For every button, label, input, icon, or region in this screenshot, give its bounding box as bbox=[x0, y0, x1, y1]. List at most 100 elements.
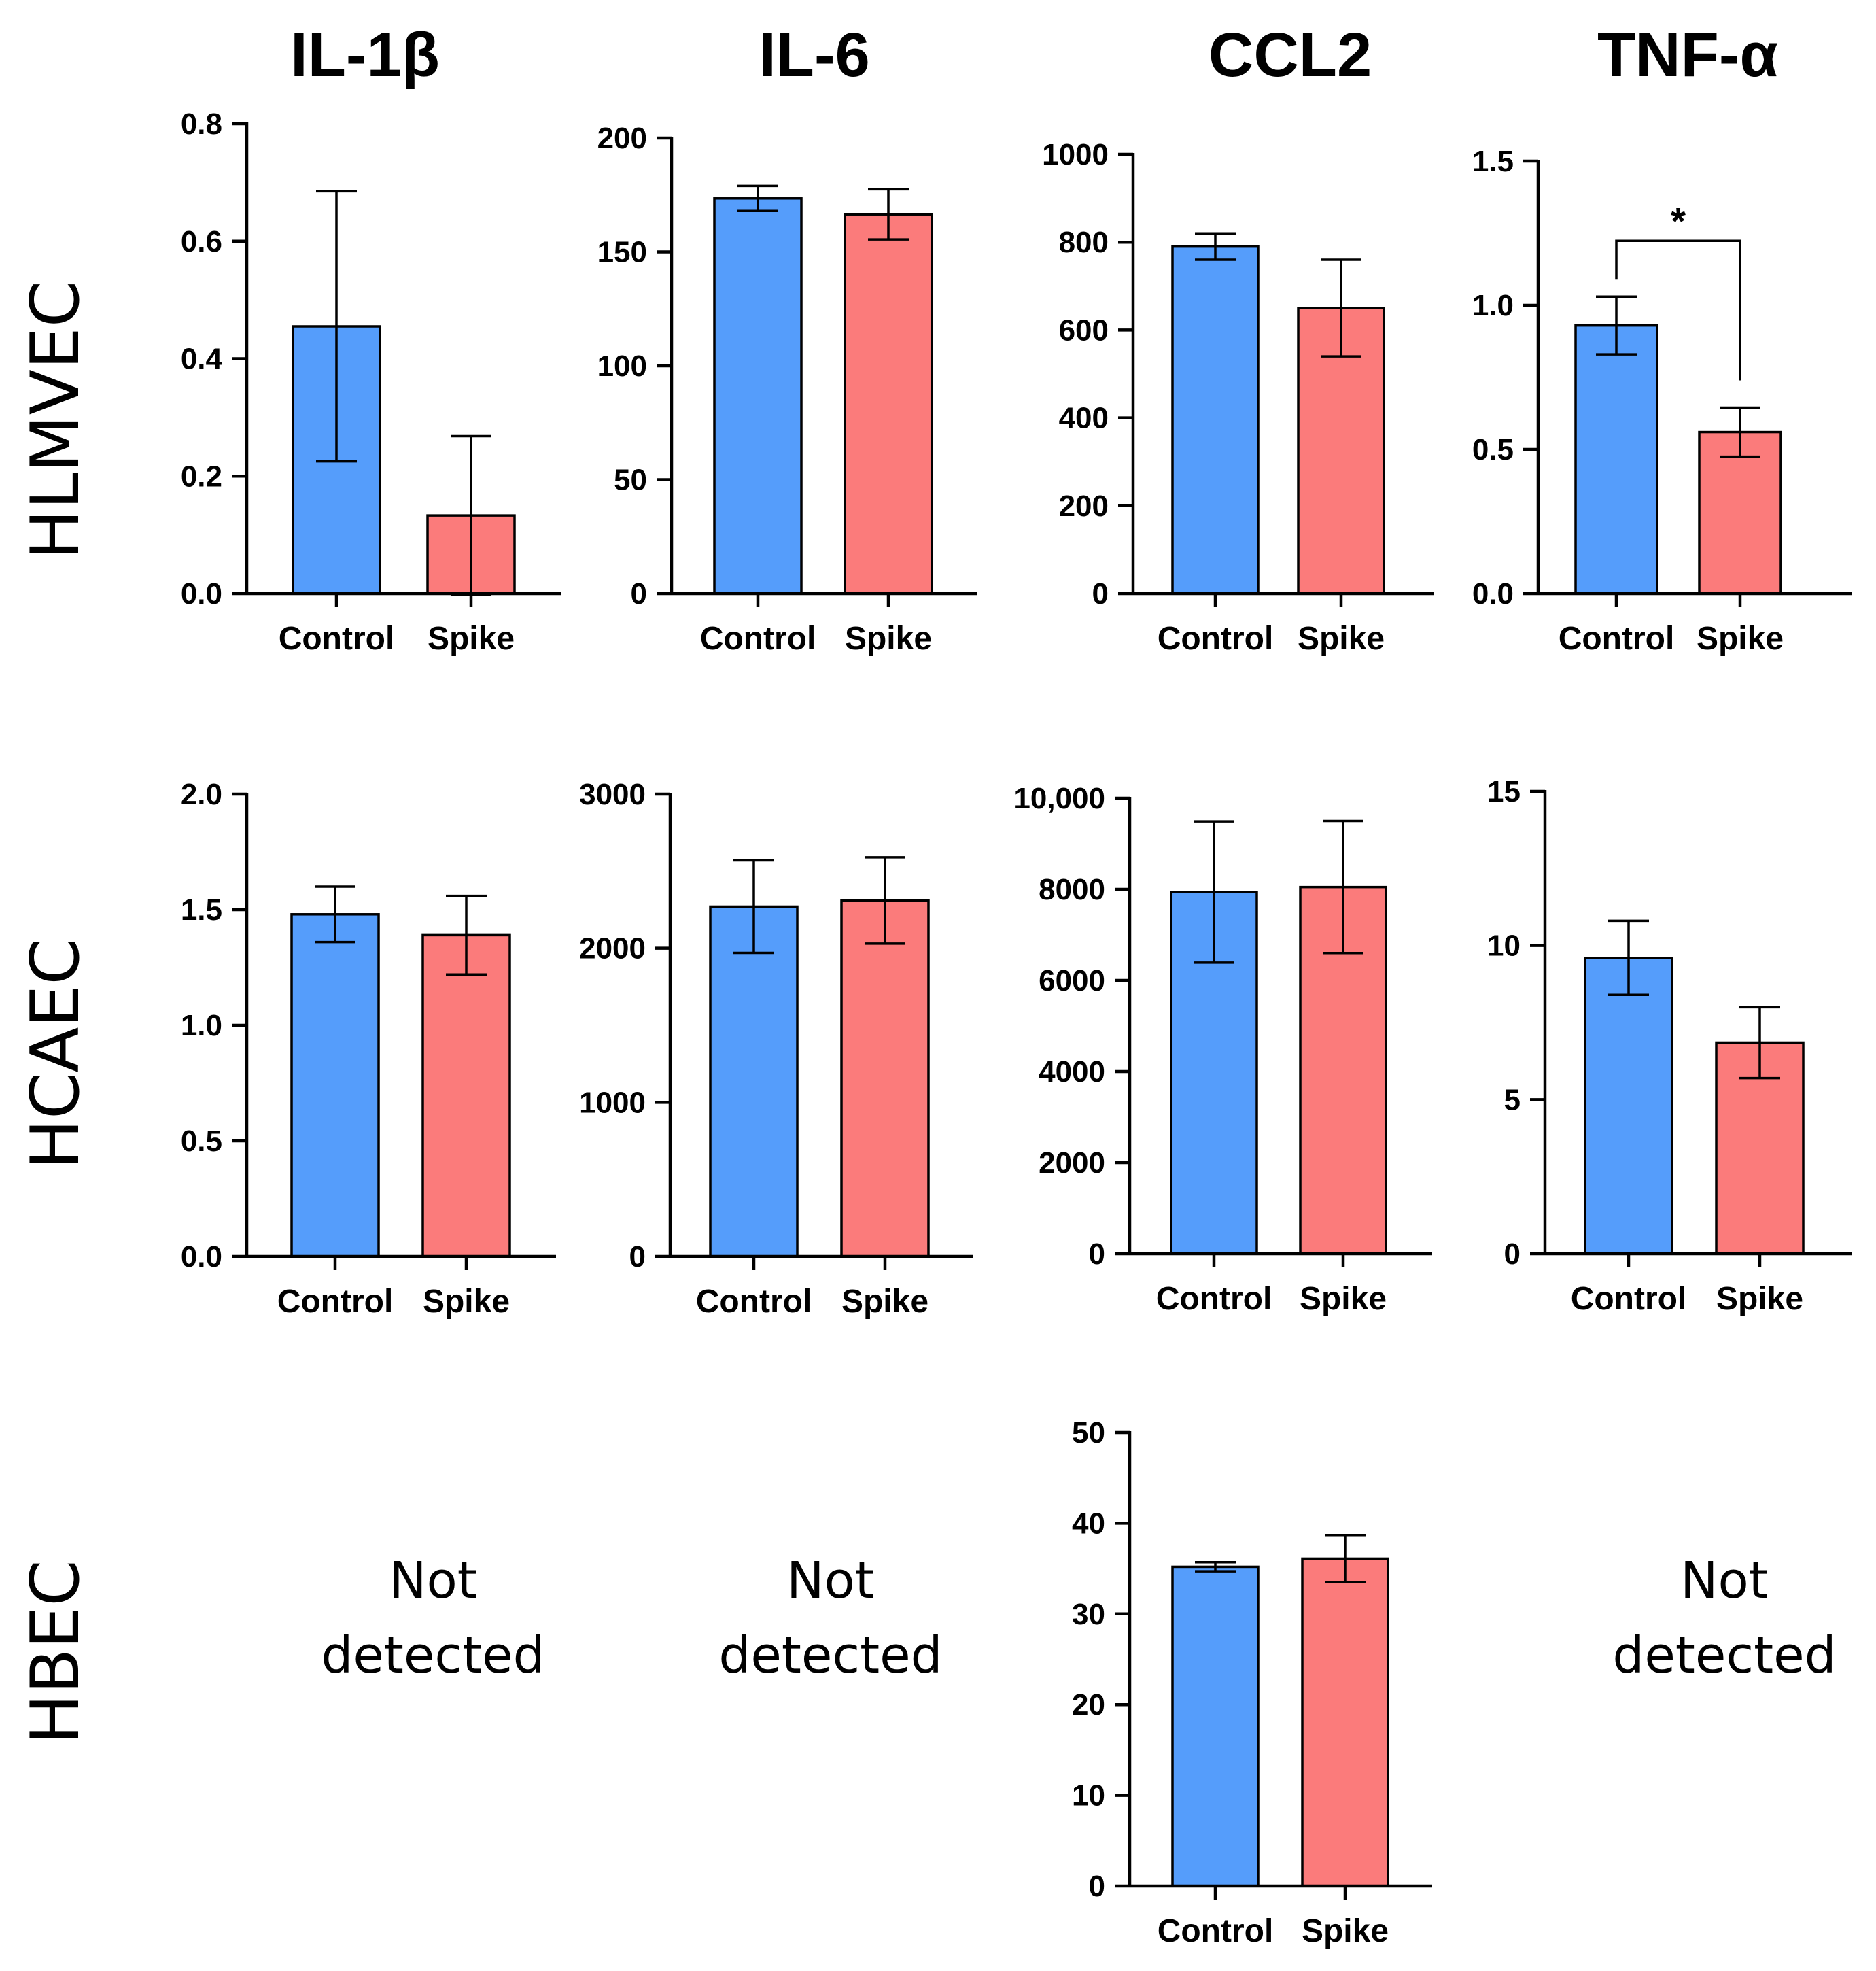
error-bar-control bbox=[1195, 1561, 1236, 1573]
x-tick-label-spike: Spike bbox=[841, 1284, 928, 1320]
y-tick-label: 0.2 bbox=[181, 460, 222, 493]
y-tick-label: 200 bbox=[1059, 490, 1109, 523]
error-bar-control bbox=[1194, 820, 1234, 964]
error-bar-spike bbox=[865, 856, 905, 945]
y-tick-label: 10 bbox=[1487, 929, 1521, 963]
panel-hlmvec-il1b: 0.0 0.2 0.4 0.6 0.8 Control Spike bbox=[181, 107, 561, 657]
error-bar-spike bbox=[1321, 258, 1361, 358]
y-tick-label: 5 bbox=[1504, 1083, 1521, 1116]
y-tick-label: 600 bbox=[1059, 313, 1109, 347]
error-bar-spike bbox=[1739, 1006, 1780, 1080]
y-tick-label: 400 bbox=[1059, 402, 1109, 435]
x-tick-label-control: Control bbox=[1158, 1913, 1274, 1949]
y-tick-label: 800 bbox=[1059, 226, 1109, 259]
bar-control bbox=[1171, 1565, 1260, 1887]
y-tick-label: 0.0 bbox=[1472, 577, 1514, 611]
y-tick-label: 3000 bbox=[579, 778, 646, 811]
error-bar-control bbox=[733, 859, 774, 955]
y-tick-label: 100 bbox=[597, 349, 647, 383]
y-tick-label: 1.0 bbox=[181, 1009, 222, 1042]
not-detected-line1: Not bbox=[1680, 1552, 1769, 1610]
bar-control bbox=[1584, 957, 1673, 1255]
bar-spike bbox=[844, 213, 933, 595]
bar-spike bbox=[421, 933, 511, 1258]
x-tick-label-spike: Spike bbox=[428, 621, 515, 657]
not-detected-il6: Not detected bbox=[718, 1552, 942, 1685]
not-detected-line1: Not bbox=[389, 1552, 477, 1610]
x-tick-label-control: Control bbox=[277, 1284, 394, 1320]
error-bar-control bbox=[316, 190, 357, 463]
y-tick-label: 10,000 bbox=[1013, 782, 1105, 815]
y-tick-label: 0.8 bbox=[181, 107, 222, 141]
column-title-il6: IL-6 bbox=[759, 20, 870, 90]
bar-control bbox=[713, 197, 803, 595]
y-tick-label: 50 bbox=[614, 464, 647, 497]
error-bar-control bbox=[1195, 232, 1236, 261]
x-tick-label-spike: Spike bbox=[1302, 1913, 1389, 1949]
y-tick-label: 4000 bbox=[1039, 1055, 1105, 1089]
bar-control bbox=[1171, 245, 1260, 595]
error-bar-spike bbox=[446, 894, 487, 976]
panel-hcaec-il1b: 0.0 0.5 1.0 1.5 2.0 Control Spike bbox=[181, 778, 556, 1320]
x-tick-label-spike: Spike bbox=[1716, 1281, 1803, 1317]
y-tick-label: 2000 bbox=[579, 932, 646, 965]
error-bar-spike bbox=[1323, 819, 1363, 955]
not-detected-line2: detected bbox=[1612, 1626, 1836, 1685]
y-tick-label: 10 bbox=[1072, 1779, 1105, 1813]
x-tick-label-control: Control bbox=[1571, 1281, 1687, 1317]
y-tick-label: 0.0 bbox=[181, 577, 222, 611]
error-bar-control bbox=[737, 184, 778, 212]
y-tick-label: 0.5 bbox=[181, 1125, 222, 1158]
y-tick-label: 0.5 bbox=[1472, 433, 1514, 466]
error-bar-spike bbox=[1720, 406, 1760, 458]
x-tick-label-spike: Spike bbox=[1300, 1281, 1387, 1317]
bar-spike bbox=[1301, 1557, 1389, 1887]
row-label-hlmvec: HLMVEC bbox=[17, 281, 94, 560]
not-detected-line2: detected bbox=[321, 1626, 544, 1685]
y-tick-label: 0 bbox=[629, 1240, 646, 1273]
y-tick-label: 0.4 bbox=[181, 343, 223, 376]
panel-hlmvec-tnfa: 0.0 0.5 1.0 1.5 Control Spike * bbox=[1472, 145, 1852, 657]
x-tick-label-control: Control bbox=[1559, 621, 1675, 657]
bar-spike bbox=[1698, 430, 1782, 595]
y-tick-label: 15 bbox=[1487, 775, 1521, 808]
y-tick-label: 0.0 bbox=[181, 1240, 222, 1273]
y-tick-label: 30 bbox=[1072, 1598, 1105, 1631]
x-tick-label-control: Control bbox=[700, 621, 816, 657]
x-tick-label-control: Control bbox=[696, 1284, 812, 1320]
y-tick-label: 2000 bbox=[1039, 1146, 1105, 1180]
not-detected-line2: detected bbox=[718, 1626, 942, 1685]
y-tick-label: 8000 bbox=[1039, 873, 1105, 906]
not-detected-line1: Not bbox=[786, 1552, 875, 1610]
y-tick-label: 20 bbox=[1072, 1688, 1105, 1721]
panel-hlmvec-ccl2: 0 200 400 600 800 1000 Control Spike bbox=[1042, 138, 1434, 657]
x-tick-label-spike: Spike bbox=[1298, 621, 1385, 657]
y-tick-label: 1000 bbox=[579, 1086, 646, 1119]
x-tick-label-spike: Spike bbox=[845, 621, 932, 657]
error-bar-spike bbox=[868, 188, 909, 241]
x-tick-label-control: Control bbox=[1156, 1281, 1272, 1317]
bar-control bbox=[709, 905, 799, 1258]
x-tick-label-spike: Spike bbox=[423, 1284, 510, 1320]
not-detected-tnfa: Not detected bbox=[1612, 1552, 1836, 1685]
panel-hcaec-tnfa: 0 5 10 15 Control Spike bbox=[1487, 775, 1852, 1317]
bar-control bbox=[290, 913, 380, 1258]
error-bar-spike bbox=[1325, 1533, 1366, 1583]
error-bar-control bbox=[1608, 919, 1649, 996]
x-tick-label-control: Control bbox=[279, 621, 395, 657]
panel-hbec-ccl2: 0 10 20 30 40 50 Control Spike bbox=[1072, 1416, 1432, 1949]
row-label-hbec: HBEC bbox=[17, 1560, 94, 1744]
error-bar-control bbox=[1596, 295, 1637, 356]
x-tick-label-spike: Spike bbox=[1697, 621, 1784, 657]
y-tick-label: 150 bbox=[597, 236, 647, 269]
y-tick-label: 0 bbox=[1089, 1870, 1105, 1903]
y-tick-label: 50 bbox=[1072, 1416, 1105, 1450]
significance-marker: * bbox=[1671, 199, 1686, 242]
x-tick-label-control: Control bbox=[1158, 621, 1274, 657]
column-title-tnfa: TNF-α bbox=[1597, 20, 1778, 90]
y-tick-label: 2.0 bbox=[181, 778, 222, 811]
y-tick-label: 1000 bbox=[1042, 138, 1109, 171]
row-label-hcaec: HCAEC bbox=[17, 938, 94, 1169]
bar-spike bbox=[840, 899, 930, 1258]
